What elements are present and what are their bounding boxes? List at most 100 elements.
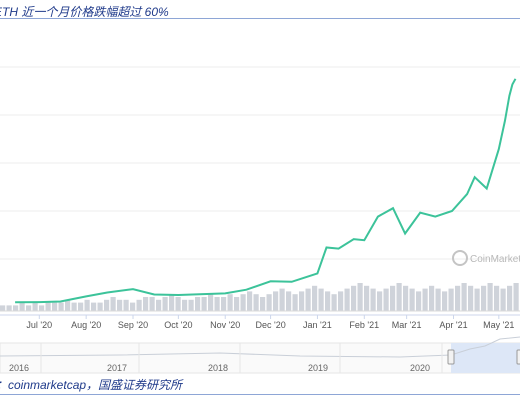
- volume-bar: [422, 288, 428, 311]
- volume-bar: [104, 299, 110, 311]
- x-tick-label: Dec '20: [255, 320, 285, 330]
- volume-bar: [45, 302, 51, 311]
- volume-bar: [474, 288, 480, 311]
- volume-bar: [279, 288, 285, 311]
- volume-bar: [156, 299, 162, 311]
- volume-bar: [208, 294, 214, 311]
- volume-bar: [143, 297, 149, 311]
- volume-bar: [448, 288, 454, 311]
- time-navigator[interactable]: 2016 2017 2018 2019 2020: [0, 336, 520, 374]
- volume-bar: [234, 297, 240, 311]
- volume-bar: [71, 302, 77, 311]
- volume-bar: [500, 288, 506, 311]
- volume-bar: [78, 302, 84, 311]
- volume-bar: [487, 283, 493, 311]
- volume-bar: [481, 285, 487, 311]
- source-note: ：coinmarketcap，国盛证券研究所: [0, 378, 183, 392]
- volume-bar: [260, 297, 266, 311]
- volume-bar: [247, 291, 253, 311]
- x-tick-label: Feb '21: [349, 320, 379, 330]
- volume-bar: [338, 291, 344, 311]
- volume-bar: [117, 299, 123, 311]
- volume-bar: [169, 294, 175, 311]
- navigator-track: [0, 342, 520, 374]
- volume-bar: [461, 283, 467, 311]
- volume-bar: [370, 288, 376, 311]
- navigator-tick-label: 2019: [308, 363, 328, 373]
- volume-bar: [32, 302, 38, 311]
- chart-title-bar: ETH 近一个月价格跌幅超过 60%: [0, 0, 520, 19]
- x-tick-label: Apr '21: [439, 320, 467, 330]
- volume-bar: [286, 291, 292, 311]
- chart-title: ETH 近一个月价格跌幅超过 60%: [0, 5, 169, 19]
- volume-bar: [13, 305, 19, 311]
- volume-bar: [253, 294, 259, 311]
- x-tick-label: Nov '20: [210, 320, 240, 330]
- volume-bar: [507, 285, 513, 311]
- volume-bar: [312, 285, 318, 311]
- coinmarketcap-watermark: CoinMarketCap: [452, 250, 520, 266]
- volume-bar: [377, 291, 383, 311]
- navigator-tick-label: 2016: [9, 363, 29, 373]
- volume-bar: [39, 305, 45, 311]
- volume-bar: [26, 305, 32, 311]
- volume-bar: [221, 297, 227, 311]
- volume-bar: [65, 299, 71, 311]
- volume-bar: [58, 302, 64, 311]
- volume-bar: [396, 283, 402, 311]
- title-rule: [0, 18, 520, 19]
- volume-bar: [123, 299, 129, 311]
- volume-bar: [357, 283, 363, 311]
- volume-bar: [175, 297, 181, 311]
- volume-bar: [201, 297, 207, 311]
- volume-bar: [383, 288, 389, 311]
- navigator-handle[interactable]: [516, 349, 520, 365]
- volume-bars: [0, 283, 520, 312]
- navigator-tick-label: 2020: [410, 363, 430, 373]
- x-tick-label: Sep '20: [118, 320, 148, 330]
- navigator-selection[interactable]: [451, 343, 520, 373]
- volume-bar: [429, 285, 435, 311]
- volume-bar: [442, 291, 448, 311]
- x-tick-label: Jul '20: [26, 320, 52, 330]
- x-tick-label: Aug '20: [71, 320, 101, 330]
- volume-bar: [351, 285, 357, 311]
- volume-bar: [240, 294, 246, 311]
- volume-bar: [97, 302, 103, 311]
- navigator-line: [0, 336, 520, 358]
- volume-bar: [182, 299, 188, 311]
- volume-bar: [273, 291, 279, 311]
- navigator-tick-label: 2017: [107, 363, 127, 373]
- volume-bar: [266, 294, 272, 311]
- volume-bar: [19, 302, 25, 311]
- volume-bar: [468, 285, 474, 311]
- volume-bar: [416, 291, 422, 311]
- volume-bar: [227, 294, 233, 311]
- volume-bar: [390, 285, 396, 311]
- chart-grid: [0, 66, 520, 260]
- volume-bar: [494, 285, 500, 311]
- coinmarketcap-logo-icon: [452, 250, 468, 266]
- volume-bar: [0, 305, 6, 311]
- x-tick-label: Jan '21: [303, 320, 332, 330]
- volume-bar: [318, 288, 324, 311]
- volume-bar: [513, 283, 519, 311]
- volume-bar: [130, 302, 136, 311]
- volume-bar: [435, 288, 441, 311]
- watermark-text: CoinMarketCap: [470, 254, 520, 265]
- volume-bar: [305, 288, 311, 311]
- volume-bar: [162, 297, 168, 311]
- volume-bar: [149, 297, 155, 311]
- volume-bar: [214, 297, 220, 311]
- volume-bar: [403, 285, 409, 311]
- footer-rule: [0, 394, 520, 395]
- volume-bar: [344, 288, 350, 311]
- volume-bar: [195, 297, 201, 311]
- price-chart: CoinMarketCap Jul '20 Aug '20 Sep '20 Oct '…: [0, 66, 520, 374]
- volume-bar: [84, 299, 90, 311]
- volume-bar: [292, 294, 298, 311]
- x-axis-ticks: Jul '20 Aug '20 Sep '20 Oct '20 Nov '20 Dec '…: [0, 314, 520, 330]
- volume-bar: [188, 299, 194, 311]
- x-tick-label: Oct '20: [164, 320, 192, 330]
- navigator-handle[interactable]: [447, 349, 455, 365]
